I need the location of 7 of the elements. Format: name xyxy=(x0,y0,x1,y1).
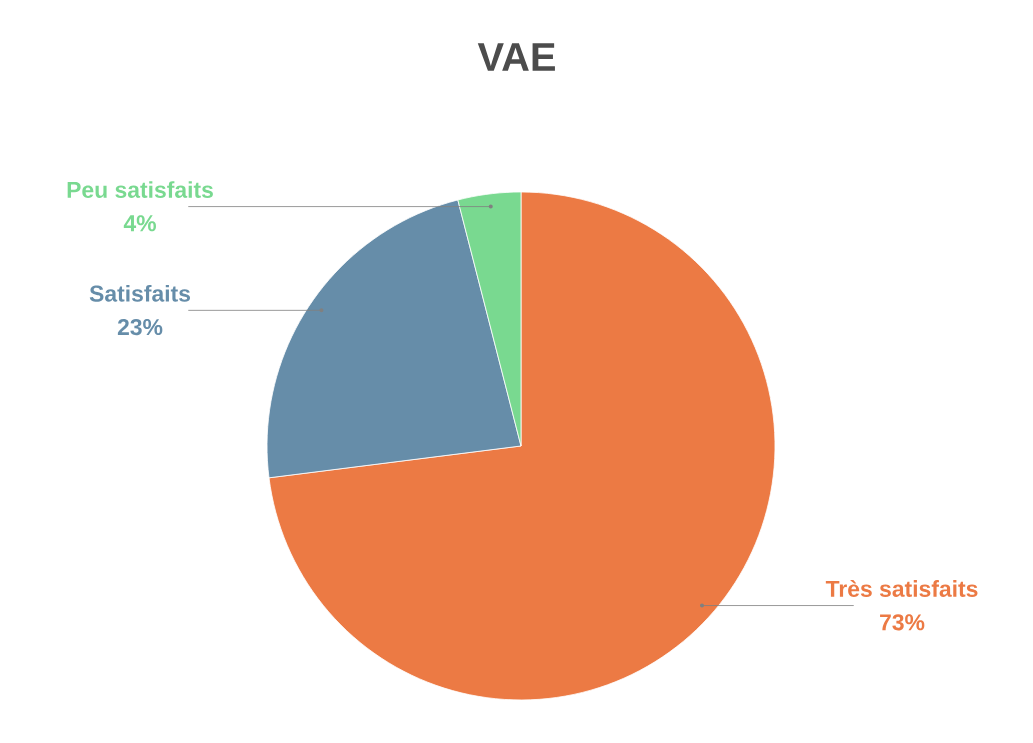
slice-label: Très satisfaits xyxy=(825,579,978,597)
data-label: 23% xyxy=(117,318,163,336)
chart-title: VAE xyxy=(477,43,555,71)
slice-label: Satisfaits xyxy=(89,284,191,302)
data-label: 4% xyxy=(123,215,156,232)
slice-label: Peu satisfaits xyxy=(67,181,213,198)
data-label: 73% xyxy=(880,614,925,631)
